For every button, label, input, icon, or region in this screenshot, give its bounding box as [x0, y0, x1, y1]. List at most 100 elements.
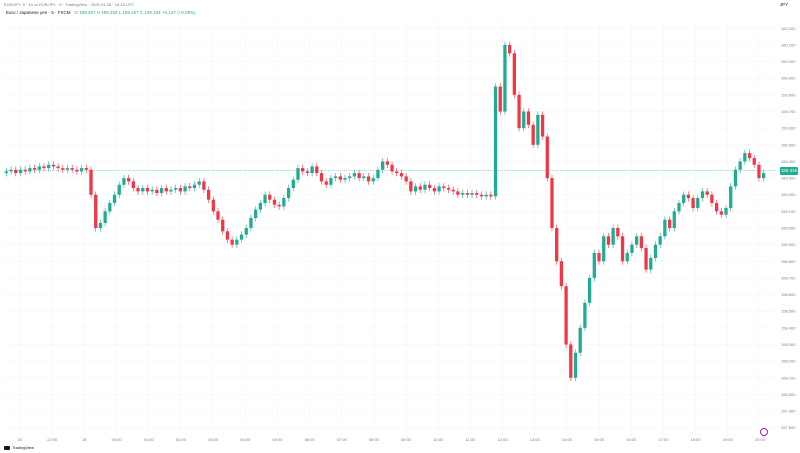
candle-body	[282, 198, 286, 207]
candle-body	[512, 53, 516, 95]
price-tick-label: 158.200	[781, 359, 796, 364]
time-tick-label: 20:00	[755, 437, 766, 442]
time-tick-label: 05:00	[272, 437, 283, 442]
candle-body	[136, 188, 140, 192]
time-tick-label: 17:00	[658, 437, 669, 442]
candle-body	[470, 193, 474, 195]
time-tick-label: 22:00	[47, 437, 58, 442]
candle-body	[630, 244, 634, 253]
candle-body	[555, 228, 559, 262]
time-tick-label: 03:00	[208, 437, 219, 442]
candle-body	[61, 168, 65, 170]
price-tick-label: 159.400	[781, 159, 796, 164]
ohlc-values: O 159.207 H 159.334 L 159.167 C 159.334 …	[74, 10, 196, 15]
price-tick-label: 160.000	[781, 59, 796, 64]
time-tick-label: 10:00	[433, 437, 444, 442]
candle-body	[682, 194, 686, 204]
chart-settings-icon[interactable]	[760, 428, 768, 436]
candle-body	[178, 188, 183, 192]
candle-body	[122, 178, 126, 185]
candle-body	[230, 239, 234, 245]
candle-body	[141, 188, 145, 192]
tradingview-logo-icon	[4, 445, 10, 450]
candle-body	[649, 257, 653, 270]
candle-body	[343, 178, 347, 180]
time-tick-label: 28	[82, 437, 87, 442]
candle-body	[475, 193, 479, 195]
candle-body	[258, 203, 262, 210]
candle-body	[37, 166, 41, 170]
candle-body	[352, 173, 357, 177]
time-tick-label: 13:00	[530, 437, 541, 442]
candle-body	[602, 236, 606, 262]
candle-body	[14, 169, 18, 174]
candle-body	[192, 184, 197, 189]
time-tick-label: 14:00	[562, 437, 573, 442]
candle-body	[277, 204, 281, 207]
candle-body	[446, 188, 451, 190]
candle-body	[159, 188, 164, 194]
candle-body	[536, 114, 540, 145]
candle-body	[117, 184, 121, 195]
time-tick-label: 15:00	[594, 437, 605, 442]
price-tick-label: 159.600	[781, 126, 796, 131]
candle-body	[705, 191, 709, 195]
candle-body	[42, 166, 46, 169]
candle-body	[395, 171, 399, 174]
candles	[4, 41, 766, 382]
candle-body	[611, 228, 615, 245]
candle-body	[268, 194, 272, 200]
price-tick-label: 158.800	[781, 259, 796, 264]
candle-body	[216, 211, 220, 220]
candle-body	[47, 164, 51, 169]
symbol-name[interactable]: Euro / Japanese yen · 5 · FXCM	[6, 10, 71, 15]
candle-body	[221, 219, 225, 232]
candle-body	[639, 236, 643, 248]
candle-body	[569, 344, 573, 378]
price-tick-label: 158.100	[781, 375, 796, 380]
candle-body	[493, 86, 498, 197]
candle-body	[89, 169, 93, 195]
candle-body	[550, 178, 554, 228]
candle-body	[413, 186, 418, 192]
candle-body	[522, 111, 526, 129]
candle-body	[197, 181, 201, 185]
candle-body	[84, 168, 88, 170]
candle-body	[263, 194, 267, 204]
candle-body	[677, 203, 681, 212]
candle-body	[503, 44, 507, 112]
candle-body	[390, 164, 394, 172]
price-tick-label: 158.300	[781, 342, 796, 347]
time-tick-label: 20	[18, 437, 23, 442]
time-tick-label: 11:00	[466, 437, 476, 442]
price-tick-label: 159.200	[781, 192, 796, 197]
candle-body	[653, 244, 658, 258]
candle-body	[131, 181, 135, 189]
candle-body	[743, 153, 747, 162]
candle-body	[56, 166, 60, 169]
candle-body	[635, 236, 639, 245]
candle-body	[508, 44, 512, 54]
candle-body	[691, 198, 695, 209]
candle-body	[244, 228, 248, 235]
candle-body	[319, 173, 324, 182]
brand-label: TradingView	[12, 445, 35, 450]
candle-body	[667, 219, 672, 228]
candle-body	[456, 191, 460, 195]
price-tick-label: 160.200	[781, 26, 796, 31]
candle-body	[442, 186, 446, 189]
candle-body	[418, 186, 422, 190]
time-tick-label: 07:00	[337, 437, 348, 442]
candle-body	[752, 158, 756, 165]
candle-body	[432, 188, 437, 192]
candle-body	[399, 173, 404, 177]
time-tick-label: 16:00	[626, 437, 637, 442]
candle-body	[94, 194, 98, 228]
candle-body	[644, 247, 648, 270]
candle-body	[70, 168, 74, 170]
candle-body	[381, 161, 385, 170]
candle-body	[310, 166, 314, 174]
candle-body	[423, 184, 427, 190]
current-price-tag: 159.345	[780, 166, 798, 175]
